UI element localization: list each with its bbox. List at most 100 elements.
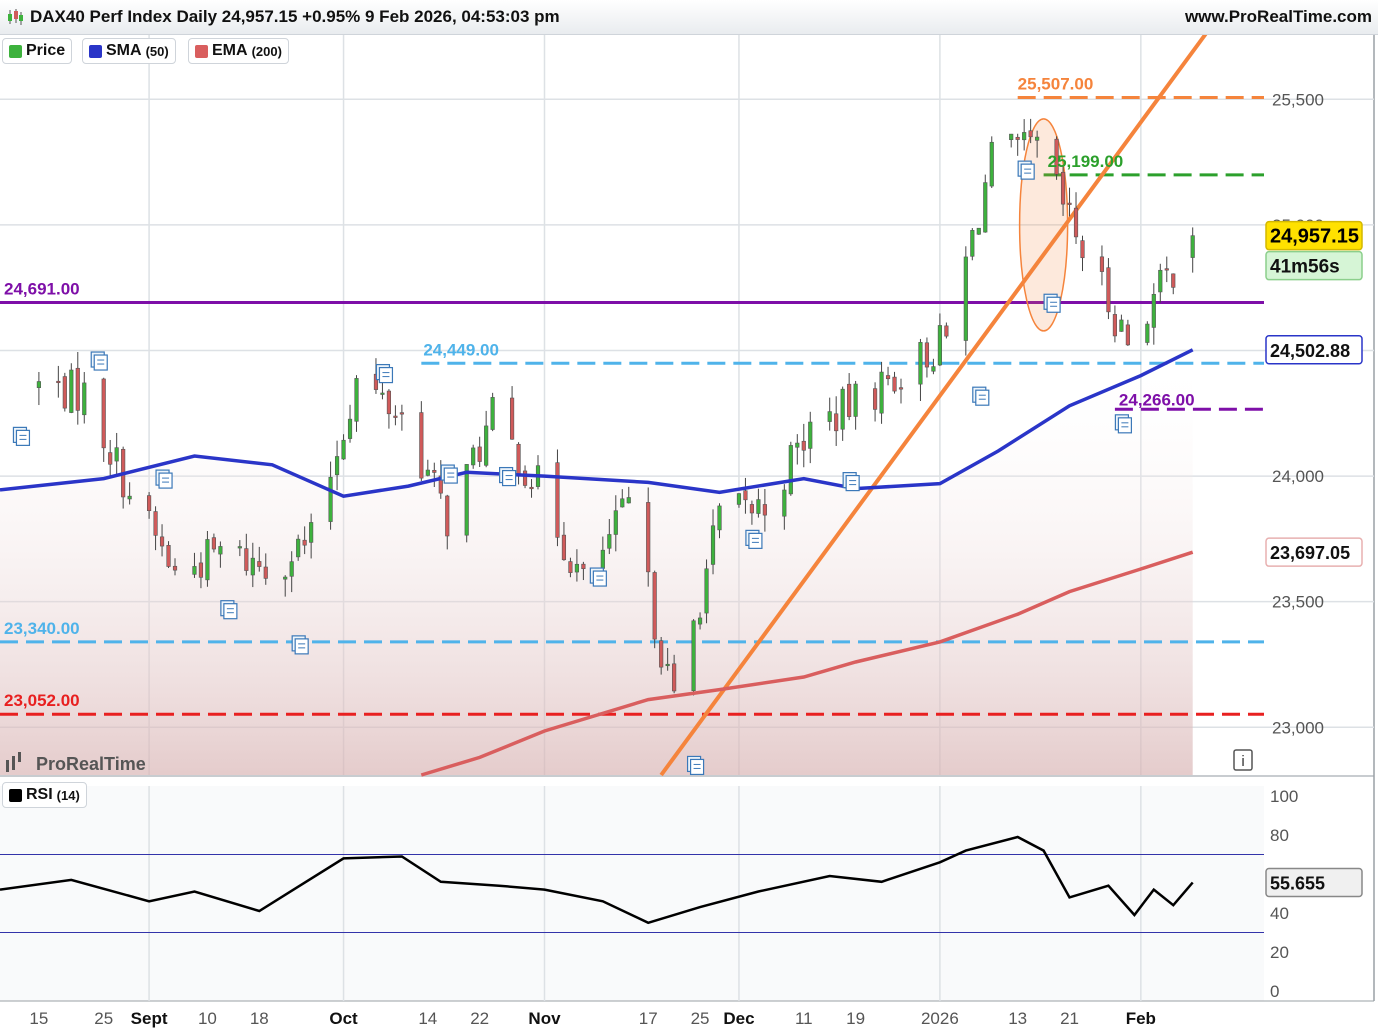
- candle-body: [1125, 324, 1130, 346]
- x-tick-label: Oct: [329, 1009, 358, 1028]
- candle-body: [101, 378, 106, 449]
- candle-body: [840, 388, 845, 430]
- last-price-tag: 24,957.15: [1265, 220, 1363, 251]
- candle-body: [918, 342, 923, 385]
- candle-body: [847, 383, 852, 417]
- y-tick-label: 23,000: [1272, 718, 1324, 737]
- candle-body: [672, 663, 677, 692]
- rsi-y-tick-label: 0: [1270, 982, 1279, 1001]
- legend-rsi[interactable]: RSI (14): [2, 782, 87, 808]
- legend-ema[interactable]: EMA (200): [188, 38, 289, 64]
- candle-body: [1022, 132, 1027, 141]
- level-label: 25,199.00: [1048, 152, 1124, 171]
- candle-body: [788, 445, 793, 495]
- note-icon: [155, 469, 173, 489]
- legend-price-label: Price: [26, 42, 66, 59]
- level-label: 24,449.00: [423, 340, 499, 359]
- candle-body: [989, 141, 994, 187]
- note-icon: [291, 635, 309, 655]
- candle-body: [341, 439, 346, 460]
- note-icon-front: [294, 638, 309, 655]
- countdown-tag-text: 41m56s: [1270, 257, 1340, 278]
- candle-body: [296, 538, 301, 558]
- candle-body: [1073, 207, 1079, 238]
- watermark: [6, 752, 21, 772]
- site-url[interactable]: www.ProRealTime.com: [1184, 7, 1372, 26]
- candle-body: [1080, 240, 1085, 259]
- level-label: 23,340.00: [4, 619, 80, 638]
- note-icon: [499, 466, 517, 487]
- candle-body: [931, 366, 936, 372]
- info-icon: [1233, 749, 1253, 771]
- candle-body: [613, 510, 618, 535]
- candle-body: [561, 534, 567, 561]
- candle-body: [762, 504, 767, 516]
- candle-body: [924, 342, 930, 368]
- level-label: 24,266.00: [1119, 390, 1195, 409]
- ema-200-line: [420, 550, 1194, 777]
- note-icon-front: [93, 354, 108, 371]
- candle-body: [620, 498, 625, 508]
- candle-body: [1067, 202, 1072, 205]
- sma-50-line: [0, 348, 1194, 499]
- x-tick-label: 14: [418, 1009, 437, 1028]
- x-tick-label: Feb: [1126, 1009, 1156, 1028]
- x-tick-label: 25: [691, 1009, 710, 1028]
- candle-body: [872, 388, 878, 410]
- watermark-text: ProRealTime: [36, 754, 146, 774]
- rsi-line: [0, 835, 1194, 925]
- ema-value-tag-bg: [1265, 537, 1363, 567]
- candle-body: [646, 502, 651, 573]
- rsi-value-tag-text: 55.655: [1270, 873, 1325, 893]
- note-icon-front: [689, 758, 705, 776]
- candle-body: [302, 539, 307, 546]
- legend-ema-param: (200): [251, 43, 282, 59]
- candle-body: [983, 182, 988, 233]
- candle-body: [1060, 171, 1066, 205]
- chart-title: DAX40 Perf Index Daily 24,957.15 +0.95% …: [30, 7, 560, 26]
- y-tick-label: 24,000: [1272, 467, 1324, 486]
- note-icon-front: [845, 475, 860, 492]
- countdown-tag: 41m56s: [1265, 250, 1363, 281]
- x-tick-label: 25: [94, 1009, 113, 1028]
- candle-body: [289, 561, 294, 577]
- candle-body: [211, 537, 216, 550]
- candle-body: [432, 469, 437, 473]
- rsi-y-tick-label: 20: [1270, 943, 1289, 962]
- candle-body: [834, 413, 839, 432]
- candle-body: [172, 565, 178, 571]
- candle-body: [75, 367, 80, 411]
- candle-body: [1112, 314, 1117, 337]
- last-price-tag-bg: [1265, 220, 1363, 251]
- candle-body: [581, 563, 586, 570]
- candle-body: [1054, 138, 1059, 175]
- candle-body: [484, 425, 489, 466]
- ema-value-tag-text: 23,697.05: [1270, 543, 1350, 563]
- candle-body: [1158, 269, 1163, 293]
- note-icon: [220, 600, 238, 620]
- legend-sma[interactable]: SMA (50): [82, 38, 176, 64]
- candle-body: [691, 620, 696, 692]
- candle-body: [736, 493, 742, 505]
- candlestick-icon: [8, 9, 23, 25]
- ema-swatch: [195, 44, 208, 58]
- candle-body: [250, 557, 255, 576]
- legend-price[interactable]: Price: [2, 38, 73, 64]
- candle-body: [697, 617, 703, 625]
- candle-body: [82, 382, 87, 416]
- candle-body: [795, 442, 800, 448]
- candle-body: [1106, 267, 1111, 313]
- candle-body: [801, 440, 806, 451]
- x-tick-label: 17: [639, 1009, 658, 1028]
- rsi-y-tick-label: 40: [1270, 904, 1289, 923]
- candle-body: [1035, 136, 1040, 141]
- candle-body: [477, 446, 482, 462]
- info-icon-glyph: i: [1241, 753, 1244, 770]
- x-tick-label: Sept: [131, 1009, 168, 1028]
- sma-area-fill: [0, 349, 1193, 775]
- note-icon: [440, 464, 458, 484]
- note-icon-front: [443, 467, 458, 484]
- note-icon: [1017, 160, 1035, 180]
